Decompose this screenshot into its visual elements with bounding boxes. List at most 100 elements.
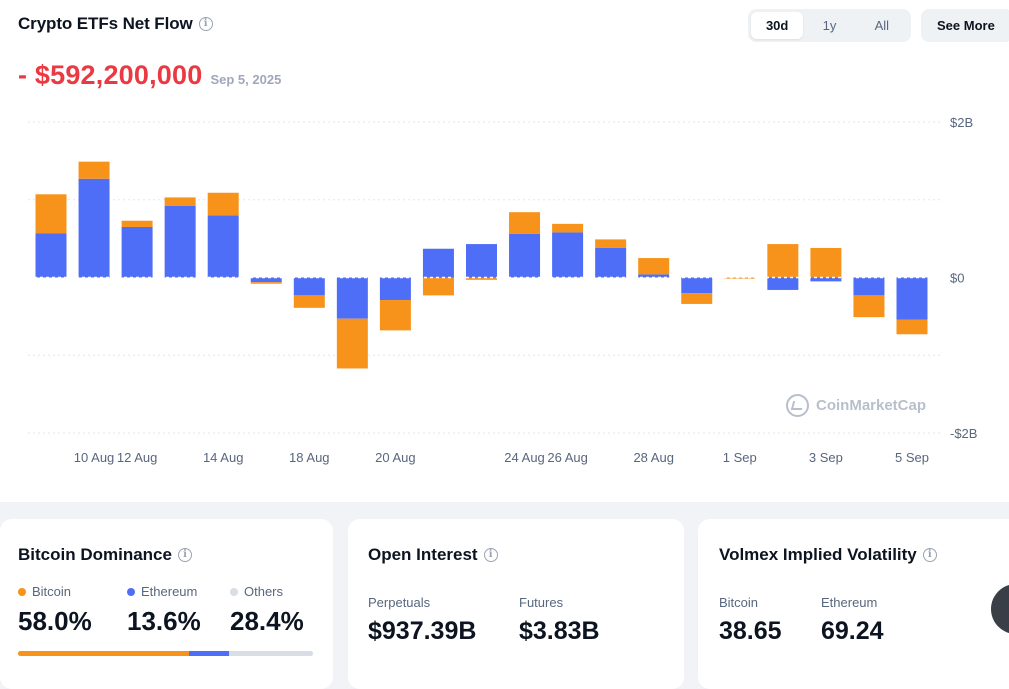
bar-segment — [681, 293, 713, 304]
bar-segment — [896, 277, 928, 320]
bar-segment — [379, 300, 411, 331]
x-tick-label: 18 Aug — [289, 450, 330, 465]
x-tick-label: 28 Aug — [633, 450, 674, 465]
x-tick-label: 5 Sep — [895, 450, 929, 465]
floating-action-button[interactable] — [991, 584, 1009, 634]
ethereum-vol-value: 69.24 — [821, 617, 884, 645]
y-tick-label: -$2B — [950, 426, 977, 441]
open-interest-card[interactable]: Open Interest i Perpetuals Futures $937.… — [348, 519, 684, 689]
coinmarketcap-logo-icon — [786, 394, 809, 417]
bar-segment — [379, 277, 411, 301]
bar-segment — [767, 277, 799, 290]
bar-segment — [552, 223, 584, 233]
bar-segment — [422, 248, 454, 278]
legend-ethereum: Ethereum — [127, 584, 197, 599]
bar-segment — [552, 232, 584, 278]
info-icon[interactable]: i — [483, 548, 498, 562]
card-title-row: Open Interest i — [368, 545, 498, 565]
bar-segment — [509, 233, 541, 278]
x-tick-label: 24 Aug — [504, 450, 545, 465]
bitcoin-vol-label: Bitcoin — [719, 595, 759, 610]
bar-segment — [121, 220, 153, 227]
panel-title: Crypto ETFs Net Flow — [18, 14, 193, 33]
bitcoin-vol-value: 38.65 — [719, 617, 782, 645]
x-tick-label: 12 Aug — [117, 450, 158, 465]
see-more-button[interactable]: See More — [921, 9, 1009, 42]
x-tick-label: 1 Sep — [723, 450, 757, 465]
futures-value: $3.83B — [519, 617, 600, 645]
bar-segment — [78, 161, 110, 179]
ethereum-dominance-value: 13.6% — [127, 606, 201, 636]
y-tick-label: $0 — [950, 271, 964, 286]
bar-segment — [78, 178, 110, 278]
legend-others: Others — [230, 584, 283, 599]
x-tick-label: 10 Aug — [74, 450, 115, 465]
card-title-row: Bitcoin Dominance i — [18, 545, 192, 565]
net-flow-summary: - $592,200,000 Sep 5, 2025 — [18, 60, 281, 91]
range-all-button[interactable]: All — [874, 18, 890, 33]
bar-segment — [422, 277, 454, 296]
bar-segment — [466, 277, 497, 280]
etf-net-flow-panel: Crypto ETFs Net Flow i 30d 1y All See Mo… — [0, 0, 1009, 502]
card-title: Bitcoin Dominance — [18, 545, 172, 564]
bar-segment — [207, 192, 239, 216]
bitcoin-dot-icon — [18, 587, 26, 596]
watermark-text: CoinMarketCap — [816, 397, 927, 414]
bar-segment — [810, 247, 842, 278]
bar-segment — [853, 277, 885, 296]
bar-segment — [638, 274, 670, 278]
bar-segment — [595, 239, 627, 248]
y-tick-label: $2B — [950, 115, 973, 130]
futures-label: Futures — [519, 595, 564, 610]
ethereum-vol-label: Ethereum — [821, 595, 878, 610]
legend-label: Others — [244, 584, 284, 599]
net-flow-chart[interactable]: $2B $0 -$2B 10 Aug 12 Aug 14 Aug 18 Aug 20 Aug 2… — [0, 100, 1009, 475]
legend-bitcoin: Bitcoin — [18, 584, 71, 599]
bar-segment — [293, 277, 325, 296]
ethereum-dot-icon — [127, 587, 135, 596]
net-flow-date: Sep 5, 2025 — [210, 72, 282, 87]
bar-segment — [35, 233, 67, 278]
bar-segment — [164, 205, 196, 278]
others-dominance-value: 28.4% — [230, 606, 304, 636]
net-flow-value: - $592,200,000 — [18, 60, 203, 90]
dominance-bar-bitcoin — [18, 651, 190, 656]
x-tick-label: 20 Aug — [375, 450, 416, 465]
bar-segment — [896, 319, 928, 335]
card-title-row: Volmex Implied Volatility i — [719, 545, 937, 565]
bar-segment — [466, 244, 497, 278]
watermark: CoinMarketCap — [786, 394, 926, 417]
volatility-card[interactable]: Volmex Implied Volatility i Bitcoin Ethe… — [698, 519, 1009, 689]
card-title: Open Interest — [368, 545, 478, 564]
bar-segment — [638, 258, 670, 275]
bar-segment — [724, 277, 756, 279]
info-icon[interactable]: i — [177, 548, 192, 562]
bar-segment — [250, 282, 282, 284]
range-1y-button[interactable]: 1y — [822, 18, 837, 33]
others-dot-icon — [230, 587, 238, 596]
legend-label: Bitcoin — [32, 584, 72, 599]
bar-segment — [509, 212, 541, 234]
bar-segment — [681, 277, 713, 294]
bar-segment — [595, 247, 627, 278]
bar-segment — [853, 295, 885, 318]
dominance-bar — [18, 651, 313, 656]
bar-segment — [336, 318, 368, 369]
bar-segment — [810, 277, 842, 282]
dominance-bar-others — [229, 651, 313, 656]
x-tick-label: 3 Sep — [809, 450, 843, 465]
bar-segment — [35, 194, 67, 234]
perpetuals-value: $937.39B — [368, 617, 477, 645]
bitcoin-dominance-card[interactable]: Bitcoin Dominance i Bitcoin Ethereum Oth… — [0, 519, 333, 689]
x-tick-label: 14 Aug — [203, 450, 244, 465]
info-icon[interactable]: i — [922, 548, 937, 562]
x-tick-label: 26 Aug — [547, 450, 588, 465]
time-range-selector: 30d 1y All — [748, 9, 911, 42]
range-30d-button[interactable]: 30d — [751, 12, 804, 39]
bar-segment — [767, 244, 799, 278]
info-icon[interactable]: i — [198, 17, 213, 31]
bar-segment — [293, 295, 325, 308]
card-title: Volmex Implied Volatility — [719, 545, 917, 564]
bitcoin-dominance-value: 58.0% — [18, 606, 92, 636]
title-row: Crypto ETFs Net Flow i — [18, 14, 213, 34]
